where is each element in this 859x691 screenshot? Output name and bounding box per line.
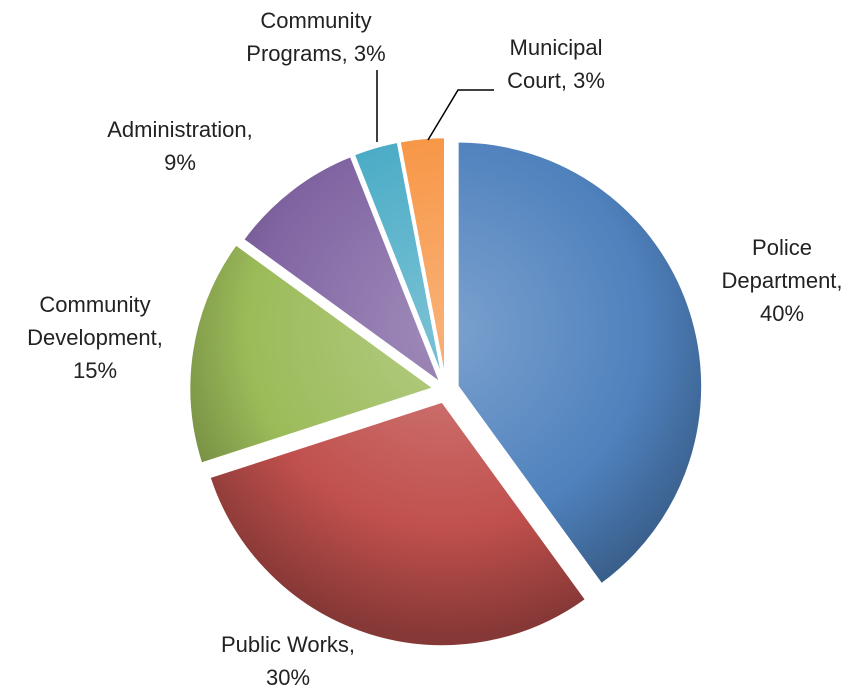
pie-slice-community-programs — [351, 140, 445, 383]
slice-label-municipal-court: Municipal Court, 3% — [507, 35, 605, 93]
pie-slice-administration — [241, 154, 444, 388]
pie-slice-police-department — [456, 140, 704, 587]
slice-label-public-works: Public Works, 30% — [221, 632, 355, 690]
slice-label-police-department: Police Department, 40% — [721, 235, 842, 326]
leader-line-municipal-court — [427, 89, 494, 141]
slice-label-administration: Administration, 9% — [107, 117, 253, 175]
pie-slices — [187, 135, 704, 648]
slice-labels: Police Department, 40% Public Works, 30% Comm… — [27, 8, 842, 690]
leader-lines — [376, 70, 494, 142]
pie-slice-public-works — [207, 399, 589, 648]
pie-slice-municipal-court — [397, 135, 447, 383]
pie-slice-community-development — [187, 242, 437, 466]
slice-label-community-development: Community Development, 15% — [27, 292, 163, 383]
slice-label-community-programs: Community Programs, 3% — [246, 8, 385, 66]
